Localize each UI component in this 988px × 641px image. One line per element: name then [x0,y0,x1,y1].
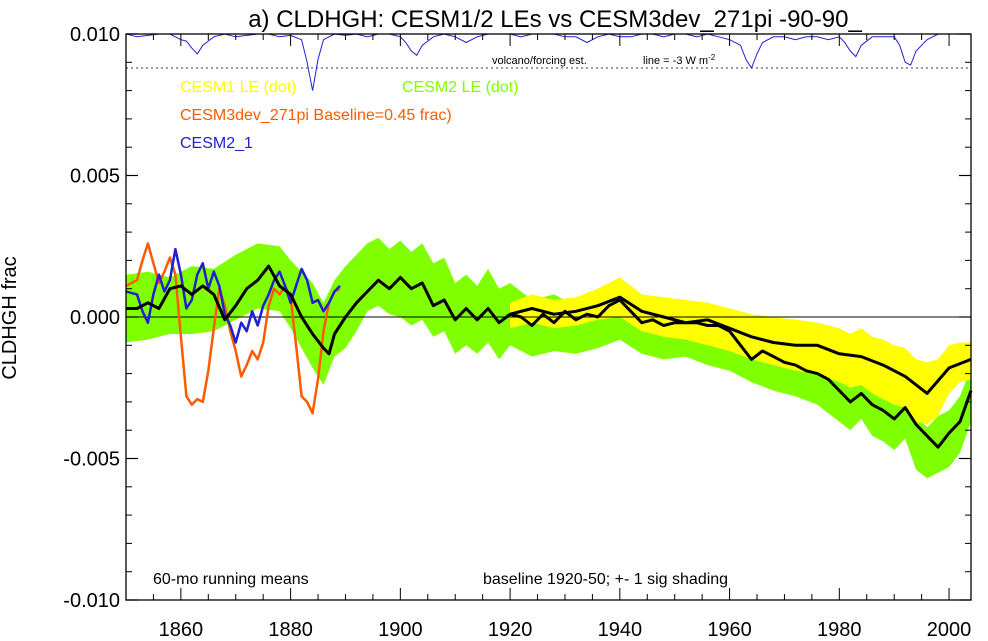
line-note-annotation: line = -3 W m-2 [643,53,716,67]
x-tick-label: 1900 [378,619,423,641]
cesm3dev-line [125,242,341,415]
y-tick-label: -0.005 [63,449,120,471]
chart-title: a) CLDHGH: CESM1/2 LEs vs CESM3dev_271pi… [248,6,862,33]
legend-entry-cesm2-1: CESM2_1 [180,135,253,152]
x-tick-label: 2000 [927,619,972,641]
ensemble-mean-line [126,264,973,449]
cesm2-1-line [125,247,341,344]
y-tick-label: 0.000 [70,307,120,329]
baseline-annotation: baseline 1920-50; +- 1 sig shading [483,571,728,588]
cesm1-le-band [510,277,971,425]
y-tick-label: 0.005 [70,166,120,188]
y-tick-label: -0.010 [63,590,120,612]
x-tick-label: 1980 [817,619,862,641]
legend: CESM1 LE (dot) CESM2 LE (dot) CESM3dev_2… [180,79,518,152]
legend-entry-cesm3dev: CESM3dev_271pi Baseline=0.45 frac) [180,107,452,124]
x-tick-label: 1940 [598,619,643,641]
cesm2-le-band [126,237,971,479]
annotations: volcano/forcing est. line = -3 W m-2 60-… [153,53,728,588]
line-note-superscript: -2 [708,53,716,62]
x-tick-label: 1920 [488,619,533,641]
y-axis-label: CLDHGH frac [0,256,21,379]
legend-entry-cesm1: CESM1 LE (dot) [180,79,296,96]
legend-entry-cesm2: CESM2 LE (dot) [402,79,518,96]
x-tick-label: 1880 [268,619,313,641]
x-tick-label: 1960 [707,619,752,641]
cesm1-mean-line [509,295,972,395]
x-tick-label: 1860 [159,619,204,641]
volcano-annotation: volcano/forcing est. [492,55,587,67]
y-tick-label: 0.010 [70,24,120,46]
running-means-annotation: 60-mo running means [153,571,309,588]
line-note-text: line = -3 W m [643,55,708,67]
axes: 0.010 0.005 0.000 -0.005 -0.010 1860 1880 1900 1… [63,24,972,641]
